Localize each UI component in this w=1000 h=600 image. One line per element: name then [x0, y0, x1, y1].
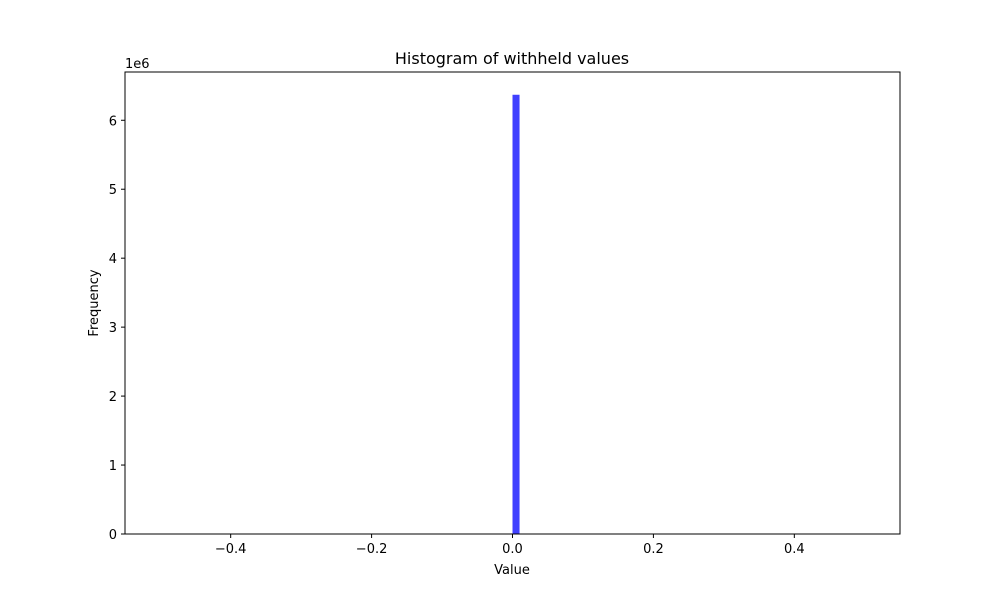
y-axis: 0 1 2 3 4 5 6 [109, 114, 125, 543]
y-offset-text: 1e6 [125, 57, 150, 72]
y-tick-label: 2 [109, 390, 117, 405]
x-tick-label: 0.0 [502, 542, 523, 557]
x-axis: −0.4 −0.2 0.0 0.2 0.4 [215, 534, 805, 557]
x-tick-label: −0.4 [215, 542, 247, 557]
chart-title: Histogram of withheld values [395, 49, 629, 68]
y-tick-label: 3 [109, 321, 117, 336]
x-tick-label: 0.2 [643, 542, 664, 557]
y-tick-label: 4 [109, 252, 117, 267]
y-tick-label: 5 [109, 183, 117, 198]
bars-group [512, 94, 520, 535]
x-tick-label: 0.4 [784, 542, 805, 557]
y-tick-label: 1 [109, 459, 117, 474]
y-axis-label: Frequency [87, 269, 102, 336]
histogram-bar-0 [512, 94, 520, 535]
y-tick-label: 0 [109, 528, 117, 543]
y-tick-label: 6 [109, 114, 117, 129]
x-axis-label: Value [494, 563, 530, 578]
x-tick-label: −0.2 [356, 542, 388, 557]
